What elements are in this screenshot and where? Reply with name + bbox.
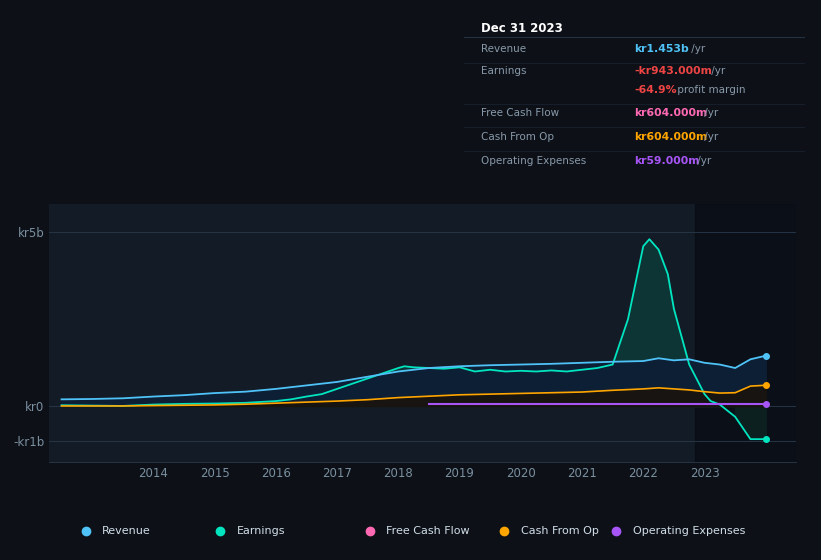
Text: kr1.453b: kr1.453b (635, 44, 689, 54)
Text: -64.9%: -64.9% (635, 85, 677, 95)
Text: kr604.000m: kr604.000m (635, 132, 708, 142)
Text: /yr: /yr (701, 132, 718, 142)
Text: Earnings: Earnings (481, 66, 526, 76)
Text: Revenue: Revenue (481, 44, 526, 54)
Text: Free Cash Flow: Free Cash Flow (386, 526, 470, 535)
Text: Dec 31 2023: Dec 31 2023 (481, 22, 562, 35)
Text: Operating Expenses: Operating Expenses (633, 526, 745, 535)
Text: kr604.000m: kr604.000m (635, 108, 708, 118)
Text: Cash From Op: Cash From Op (481, 132, 554, 142)
Text: Earnings: Earnings (236, 526, 285, 535)
Text: Free Cash Flow: Free Cash Flow (481, 108, 559, 118)
Text: kr59.000m: kr59.000m (635, 156, 699, 166)
Text: Operating Expenses: Operating Expenses (481, 156, 586, 166)
Text: Cash From Op: Cash From Op (521, 526, 599, 535)
Text: /yr: /yr (708, 66, 725, 76)
Text: /yr: /yr (688, 44, 705, 54)
Text: -kr943.000m: -kr943.000m (635, 66, 712, 76)
Text: profit margin: profit margin (674, 85, 745, 95)
Text: /yr: /yr (701, 108, 718, 118)
Text: /yr: /yr (695, 156, 712, 166)
Bar (695, 204, 796, 462)
Text: Revenue: Revenue (103, 526, 151, 535)
